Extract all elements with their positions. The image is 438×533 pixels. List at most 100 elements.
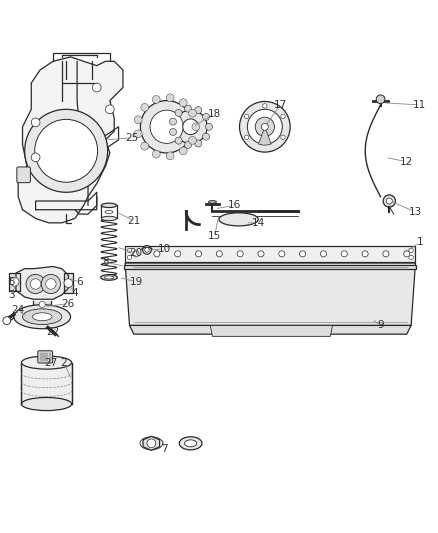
Circle shape — [179, 147, 187, 155]
Circle shape — [174, 110, 207, 143]
Ellipse shape — [219, 213, 258, 226]
Circle shape — [244, 135, 249, 140]
Circle shape — [383, 251, 389, 257]
Ellipse shape — [22, 309, 62, 325]
Circle shape — [92, 83, 101, 92]
Circle shape — [31, 153, 40, 161]
Circle shape — [166, 152, 174, 160]
Circle shape — [261, 123, 268, 130]
Ellipse shape — [101, 203, 117, 207]
Ellipse shape — [32, 313, 52, 321]
Text: 14: 14 — [252, 218, 265, 228]
Circle shape — [166, 94, 174, 102]
Text: 27: 27 — [44, 358, 57, 368]
Text: 13: 13 — [409, 207, 422, 217]
Text: 18: 18 — [208, 109, 221, 119]
Circle shape — [202, 133, 209, 140]
Circle shape — [195, 107, 202, 114]
Circle shape — [184, 141, 191, 148]
Circle shape — [183, 119, 198, 135]
Circle shape — [281, 114, 285, 118]
Circle shape — [11, 277, 19, 286]
Text: 17: 17 — [273, 100, 287, 110]
Polygon shape — [21, 362, 72, 404]
Ellipse shape — [101, 274, 117, 280]
Circle shape — [154, 251, 160, 257]
Text: 1: 1 — [417, 238, 423, 247]
Circle shape — [134, 130, 142, 138]
Text: 16: 16 — [228, 200, 241, 211]
Circle shape — [195, 251, 201, 257]
Text: 15: 15 — [208, 231, 221, 241]
Circle shape — [145, 248, 149, 252]
Text: 20: 20 — [130, 248, 143, 259]
Ellipse shape — [21, 398, 72, 410]
Polygon shape — [33, 302, 51, 308]
Circle shape — [376, 95, 385, 103]
Circle shape — [362, 251, 368, 257]
Circle shape — [409, 255, 413, 260]
Text: 19: 19 — [129, 277, 143, 287]
Circle shape — [300, 251, 306, 257]
Circle shape — [170, 128, 177, 135]
Circle shape — [255, 117, 275, 136]
Circle shape — [127, 255, 132, 260]
Ellipse shape — [14, 305, 71, 329]
Circle shape — [184, 105, 191, 112]
FancyBboxPatch shape — [38, 351, 53, 363]
Ellipse shape — [184, 440, 197, 447]
Polygon shape — [124, 265, 417, 269]
Circle shape — [237, 251, 243, 257]
Polygon shape — [125, 246, 416, 262]
Circle shape — [31, 118, 40, 127]
Circle shape — [320, 251, 326, 257]
Circle shape — [192, 123, 200, 131]
Ellipse shape — [208, 200, 216, 203]
Circle shape — [247, 109, 283, 144]
Text: 5: 5 — [8, 277, 15, 287]
Text: 24: 24 — [11, 305, 25, 315]
Polygon shape — [16, 266, 68, 299]
Circle shape — [195, 140, 202, 147]
Circle shape — [189, 109, 196, 117]
Circle shape — [216, 251, 223, 257]
Circle shape — [134, 116, 142, 124]
Polygon shape — [130, 326, 411, 334]
Polygon shape — [10, 273, 20, 290]
Polygon shape — [143, 437, 159, 450]
Circle shape — [281, 135, 285, 140]
Circle shape — [35, 119, 98, 182]
Circle shape — [150, 110, 183, 143]
Circle shape — [39, 302, 45, 308]
Text: 25: 25 — [125, 133, 138, 143]
Circle shape — [30, 279, 41, 289]
Circle shape — [152, 95, 160, 103]
Circle shape — [141, 101, 193, 153]
Circle shape — [409, 248, 413, 253]
Circle shape — [279, 251, 285, 257]
Ellipse shape — [105, 211, 113, 213]
Circle shape — [383, 195, 396, 207]
Polygon shape — [210, 326, 332, 336]
FancyBboxPatch shape — [17, 167, 30, 183]
Circle shape — [189, 136, 196, 144]
Text: 3: 3 — [8, 290, 15, 300]
Wedge shape — [258, 127, 271, 145]
Text: 26: 26 — [62, 298, 75, 309]
Text: 6: 6 — [76, 277, 83, 287]
Circle shape — [64, 279, 73, 287]
Polygon shape — [18, 57, 123, 223]
Text: 22: 22 — [46, 327, 60, 337]
Circle shape — [141, 142, 148, 150]
Circle shape — [175, 251, 181, 257]
Circle shape — [341, 251, 347, 257]
Polygon shape — [125, 263, 416, 326]
Circle shape — [404, 251, 410, 257]
Circle shape — [240, 101, 290, 152]
Text: 10: 10 — [158, 244, 171, 254]
Ellipse shape — [104, 276, 114, 279]
Circle shape — [143, 246, 151, 254]
Circle shape — [179, 99, 187, 107]
Polygon shape — [64, 273, 73, 293]
Text: 2: 2 — [61, 358, 67, 368]
